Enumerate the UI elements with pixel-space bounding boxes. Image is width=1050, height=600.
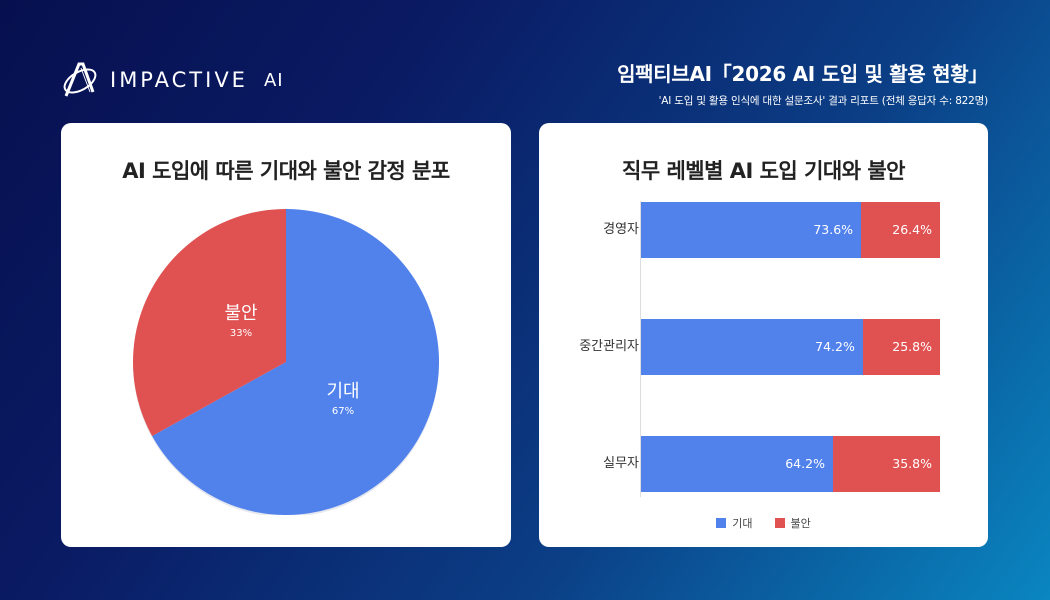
bar-segment-expectation[interactable]: 74.2% — [641, 319, 863, 375]
bar-segment-expectation[interactable]: 64.2% — [641, 436, 833, 492]
brand-logo: IMPACTIVE AI — [60, 60, 284, 100]
pie-chart-title: AI 도입에 따른 기대와 불안 감정 분포 — [122, 159, 450, 183]
stacked-bar: 73.6% 26.4% — [641, 202, 940, 258]
chart-legend: 기대 불안 — [539, 515, 988, 531]
report-header: 임팩티브AI「2026 AI 도입 및 활용 현황」 'AI 도입 및 활용 인… — [617, 58, 988, 108]
page-title: 임팩티브AI「2026 AI 도입 및 활용 현황」 — [617, 62, 988, 86]
pie-slice-anxiety[interactable] — [133, 209, 286, 436]
page-subtitle: 'AI 도입 및 활용 인식에 대한 설문조사' 결과 리포트 (전체 응답자 … — [658, 95, 989, 107]
legend-item-anxiety[interactable]: 불안 — [774, 515, 811, 531]
bar-segment-expectation[interactable]: 73.6% — [641, 202, 862, 258]
pie-chart: 불안 33% 기대 67% — [133, 209, 440, 517]
bar-segment-anxiety[interactable]: 35.8% — [832, 436, 940, 492]
bar-segment-anxiety[interactable]: 25.8% — [862, 319, 940, 375]
row-label: 중간관리자 — [579, 339, 639, 354]
brand-suffix: AI — [263, 69, 284, 91]
impactive-logo-icon — [63, 62, 97, 97]
row-label: 경영자 — [603, 222, 639, 237]
bar-row: 경영자 73.6% 26.4% — [539, 202, 988, 258]
bar-segment-anxiety[interactable]: 26.4% — [861, 202, 940, 258]
legend-swatch-red — [774, 518, 785, 528]
pie-chart-card: AI 도입에 따른 기대와 불안 감정 분포 불안 33% 기대 67% — [61, 123, 511, 547]
stacked-bar: 74.2% 25.8% — [641, 319, 940, 375]
brand-name: IMPACTIVE — [110, 68, 248, 92]
stacked-bar: 64.2% 35.8% — [641, 436, 940, 492]
pie-label-expectation: 기대 67% — [326, 381, 360, 417]
pie-label-anxiety: 불안 33% — [224, 303, 258, 339]
bar-chart-title: 직무 레벨별 AI 도입 기대와 불안 — [622, 159, 905, 183]
legend-swatch-blue — [716, 518, 727, 528]
y-axis-line — [640, 201, 641, 497]
pie-slice-expectation[interactable] — [152, 209, 440, 515]
bar-row: 중간관리자 74.2% 25.8% — [539, 319, 988, 375]
bar-chart-card: 직무 레벨별 AI 도입 기대와 불안 경영자 73.6% 26.4% 중간관리… — [539, 123, 988, 547]
row-label: 실무자 — [603, 456, 639, 471]
legend-item-expectation[interactable]: 기대 — [716, 515, 753, 531]
bar-row: 실무자 64.2% 35.8% — [539, 436, 988, 492]
